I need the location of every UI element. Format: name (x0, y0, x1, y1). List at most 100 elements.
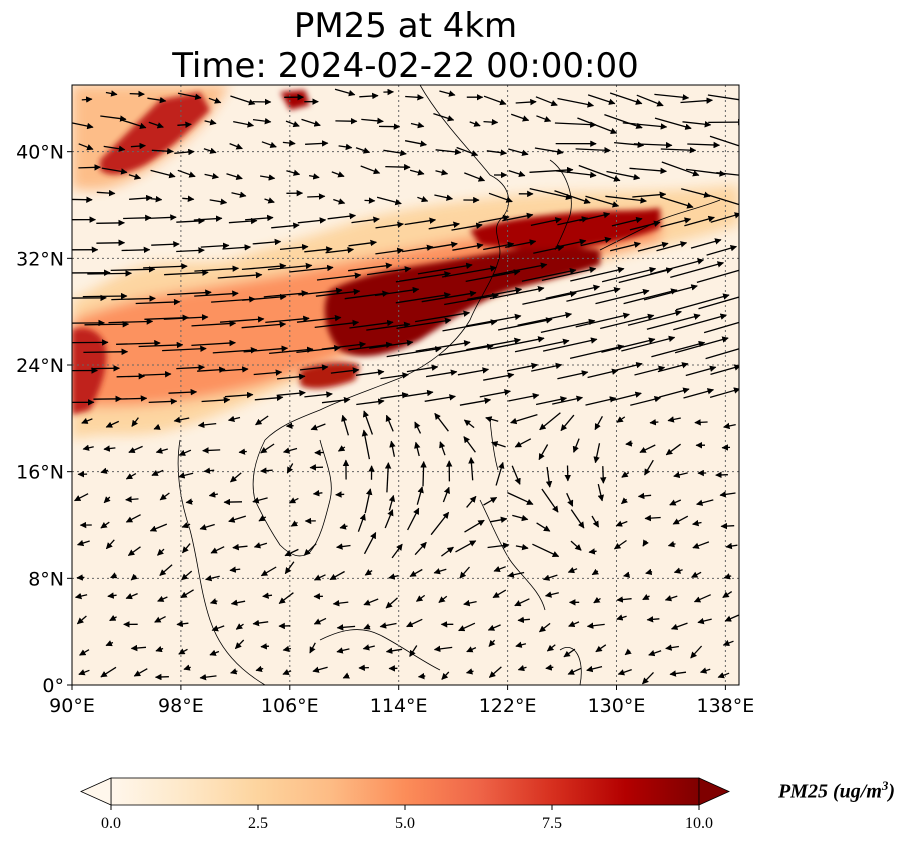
wind-arrow (157, 548, 165, 556)
wind-arrow (151, 147, 174, 155)
wind-arrow (375, 247, 404, 255)
wind-arrow (710, 212, 739, 223)
wind-arrow (261, 141, 277, 148)
lon-tick-label: 90°E (49, 695, 95, 717)
wind-arrow (488, 639, 496, 647)
wind-arrow (508, 148, 529, 156)
colorbar-tick-label: 10.0 (685, 815, 713, 832)
wind-arrow (555, 170, 597, 179)
wind-arrow (464, 519, 485, 533)
wind-arrow (344, 290, 389, 300)
wind-arrow (515, 641, 527, 648)
wind-arrow (434, 412, 449, 432)
wind-arrow (624, 648, 632, 656)
wind-arrow (420, 461, 427, 487)
wind-arrow (325, 246, 355, 254)
wind-arrow (181, 522, 191, 529)
wind-arrow (121, 246, 151, 254)
wind-arrow (567, 667, 582, 675)
wind-arrow (629, 167, 667, 175)
map-panel (72, 85, 739, 685)
wind-arrow (376, 196, 402, 206)
wind-arrow (308, 173, 320, 180)
wind-arrow (710, 364, 739, 376)
wind-arrow (557, 370, 589, 380)
wind-arrow (363, 532, 377, 555)
wind-arrow (554, 121, 597, 128)
wind-arrow (173, 416, 190, 424)
wind-arrow (153, 423, 161, 430)
wind-arrow (116, 372, 146, 380)
wind-arrow (673, 567, 683, 574)
wind-arrow (692, 541, 710, 549)
wind-arrow (441, 265, 497, 278)
wind-arrow (299, 364, 329, 371)
wind-arrow (356, 398, 385, 406)
wind-arrow (334, 88, 356, 97)
wind-arrow (506, 362, 539, 372)
wind-arrow (542, 337, 598, 352)
wind-arrow (96, 219, 125, 227)
wind-arrow (303, 543, 317, 556)
wind-arrow (374, 286, 420, 297)
colorbar-gradient (110, 777, 700, 806)
wind-arrow (100, 115, 127, 122)
wind-arrow (336, 647, 350, 654)
wind-arrow (545, 466, 553, 488)
wind-arrow (252, 238, 282, 246)
wind-arrow (176, 247, 205, 254)
wind-arrow (698, 296, 739, 310)
wind-arrow (208, 97, 222, 104)
wind-arrow (305, 140, 329, 147)
wind-arrow (304, 246, 333, 253)
lat-tick-label: 40°N (16, 142, 64, 164)
wind-arrow (260, 467, 273, 474)
wind-arrow (502, 212, 534, 222)
wind-arrow (552, 395, 584, 405)
wind-arrow (130, 573, 138, 581)
wind-arrow (81, 96, 93, 103)
wind-arrow (209, 649, 220, 656)
wind-arrow (260, 443, 275, 454)
wind-arrow (210, 546, 225, 554)
wind-arrow (313, 574, 326, 581)
wind-arrow (693, 594, 711, 603)
wind-arrow (707, 194, 739, 206)
wind-arrow (148, 398, 178, 405)
colorbar-tick-label: 7.5 (542, 815, 562, 832)
wind-arrow (489, 516, 508, 524)
wind-arrow (228, 515, 246, 523)
wind-arrow (331, 171, 345, 178)
wind-arrow (309, 642, 316, 654)
wind-arrow (360, 165, 381, 175)
wind-arrow (723, 422, 736, 430)
wind-arrow (587, 94, 616, 105)
wind-arrow (487, 624, 501, 631)
wind-arrow (111, 295, 156, 302)
wind-arrow (122, 119, 147, 130)
wind-arrow (321, 396, 351, 404)
wind-arrow (384, 509, 394, 529)
wind-arrow (229, 566, 241, 573)
wind-arrow (649, 419, 659, 426)
wind-arrow (457, 367, 490, 376)
wind-arrow (159, 564, 173, 576)
wind-arrow (642, 671, 654, 685)
wind-arrow (483, 95, 507, 106)
wind-arrow (338, 143, 353, 151)
wind-arrow (87, 270, 132, 277)
wind-arrow (650, 258, 705, 275)
wind-arrow (629, 220, 661, 231)
wind-arrow (646, 313, 701, 330)
wind-arrow (129, 90, 145, 98)
wind-arrow (600, 313, 655, 330)
wind-arrow (656, 241, 688, 252)
wind-arrow (362, 644, 375, 651)
wind-arrow (533, 244, 565, 254)
wind-arrow (511, 465, 521, 485)
wind-arrow (301, 118, 321, 127)
wind-arrow (517, 664, 527, 672)
wind-arrow (566, 286, 621, 302)
wind-arrow (125, 473, 137, 480)
wind-arrow (252, 619, 269, 627)
